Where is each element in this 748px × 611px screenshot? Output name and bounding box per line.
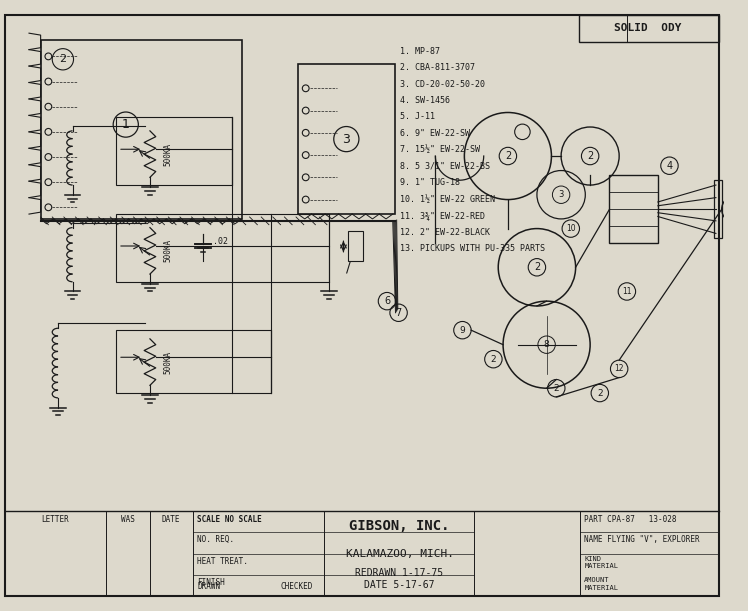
Text: 2: 2 — [534, 262, 540, 273]
Text: KALAMAZOO, MICH.: KALAMAZOO, MICH. — [346, 549, 453, 560]
Text: 500KA: 500KA — [164, 142, 173, 166]
Text: 3. CD-20-02-50-20: 3. CD-20-02-50-20 — [399, 79, 485, 89]
Text: 3: 3 — [343, 133, 350, 145]
Text: 2: 2 — [59, 54, 67, 64]
Text: AMOUNT: AMOUNT — [584, 577, 610, 583]
Text: HEAT TREAT.: HEAT TREAT. — [197, 557, 248, 566]
Text: 1: 1 — [122, 118, 129, 131]
Text: DRAWN: DRAWN — [197, 582, 221, 591]
Text: REDRAWN 1-17-75: REDRAWN 1-17-75 — [355, 568, 444, 578]
Text: GIBSON, INC.: GIBSON, INC. — [349, 519, 450, 533]
Text: WAS: WAS — [120, 515, 135, 524]
Text: 6. 9" EW-22-SW: 6. 9" EW-22-SW — [399, 129, 470, 138]
Bar — [116, 330, 271, 393]
Text: 7. 15½" EW-22-SW: 7. 15½" EW-22-SW — [399, 145, 479, 155]
Text: KIND: KIND — [584, 555, 601, 562]
Text: .02: .02 — [213, 236, 228, 246]
Bar — [116, 214, 329, 282]
Text: 3: 3 — [559, 190, 564, 199]
Text: NAME FLYING "V", EXPLORER: NAME FLYING "V", EXPLORER — [584, 535, 700, 544]
Text: 2: 2 — [587, 151, 593, 161]
Text: SOLID  ODY: SOLID ODY — [614, 23, 682, 34]
Text: NO. REQ.: NO. REQ. — [197, 535, 234, 544]
Text: 500KA: 500KA — [164, 240, 173, 262]
Text: 500KA: 500KA — [164, 351, 173, 374]
Text: 1. MP-87: 1. MP-87 — [399, 46, 440, 56]
Text: 10: 10 — [566, 224, 576, 233]
Text: 12: 12 — [614, 364, 624, 373]
Text: LETTER: LETTER — [41, 515, 69, 524]
Bar — [40, 40, 242, 219]
Text: 8. 5 3/1" EW-22-BS: 8. 5 3/1" EW-22-BS — [399, 162, 489, 171]
Text: 9: 9 — [459, 326, 465, 335]
Text: 11. 3¾" EW-22-RED: 11. 3¾" EW-22-RED — [399, 211, 485, 220]
Text: DATE: DATE — [162, 515, 180, 524]
Text: SCALE NO SCALE: SCALE NO SCALE — [197, 515, 262, 524]
Text: MATERIAL: MATERIAL — [584, 585, 619, 591]
Text: 2: 2 — [505, 151, 511, 161]
Bar — [298, 64, 395, 214]
Text: 13. PICKUPS WITH PU-335 PARTS: 13. PICKUPS WITH PU-335 PARTS — [399, 244, 545, 253]
Text: 4: 4 — [666, 161, 672, 170]
Text: 12. 2" EW-22-BLACK: 12. 2" EW-22-BLACK — [399, 228, 489, 236]
Bar — [349, 232, 363, 260]
Text: CHECKED: CHECKED — [280, 582, 313, 591]
Text: 7: 7 — [396, 308, 402, 318]
Text: 2: 2 — [491, 355, 496, 364]
Text: 2: 2 — [597, 389, 603, 398]
Bar — [578, 15, 719, 42]
Text: 2. CBA-811-3707: 2. CBA-811-3707 — [399, 63, 474, 72]
Text: 8: 8 — [544, 340, 550, 349]
Text: 5. J-11: 5. J-11 — [399, 112, 435, 122]
Text: 10. 1½" EW-22 GREEN: 10. 1½" EW-22 GREEN — [399, 195, 494, 203]
Text: 11: 11 — [622, 287, 631, 296]
Text: 9. 1" TUG-18: 9. 1" TUG-18 — [399, 178, 459, 188]
Text: /: / — [346, 260, 351, 274]
Text: DATE 5-17-67: DATE 5-17-67 — [364, 580, 435, 590]
Text: FINISH: FINISH — [197, 578, 225, 587]
Bar — [714, 180, 722, 238]
Text: PART CPA-87   13-028: PART CPA-87 13-028 — [584, 515, 677, 524]
Text: MATERIAL: MATERIAL — [584, 563, 619, 569]
Bar — [610, 175, 657, 243]
Text: 6: 6 — [384, 296, 390, 306]
Bar — [116, 117, 232, 185]
Text: 4. SW-1456: 4. SW-1456 — [399, 96, 450, 105]
Text: 2: 2 — [554, 384, 559, 393]
